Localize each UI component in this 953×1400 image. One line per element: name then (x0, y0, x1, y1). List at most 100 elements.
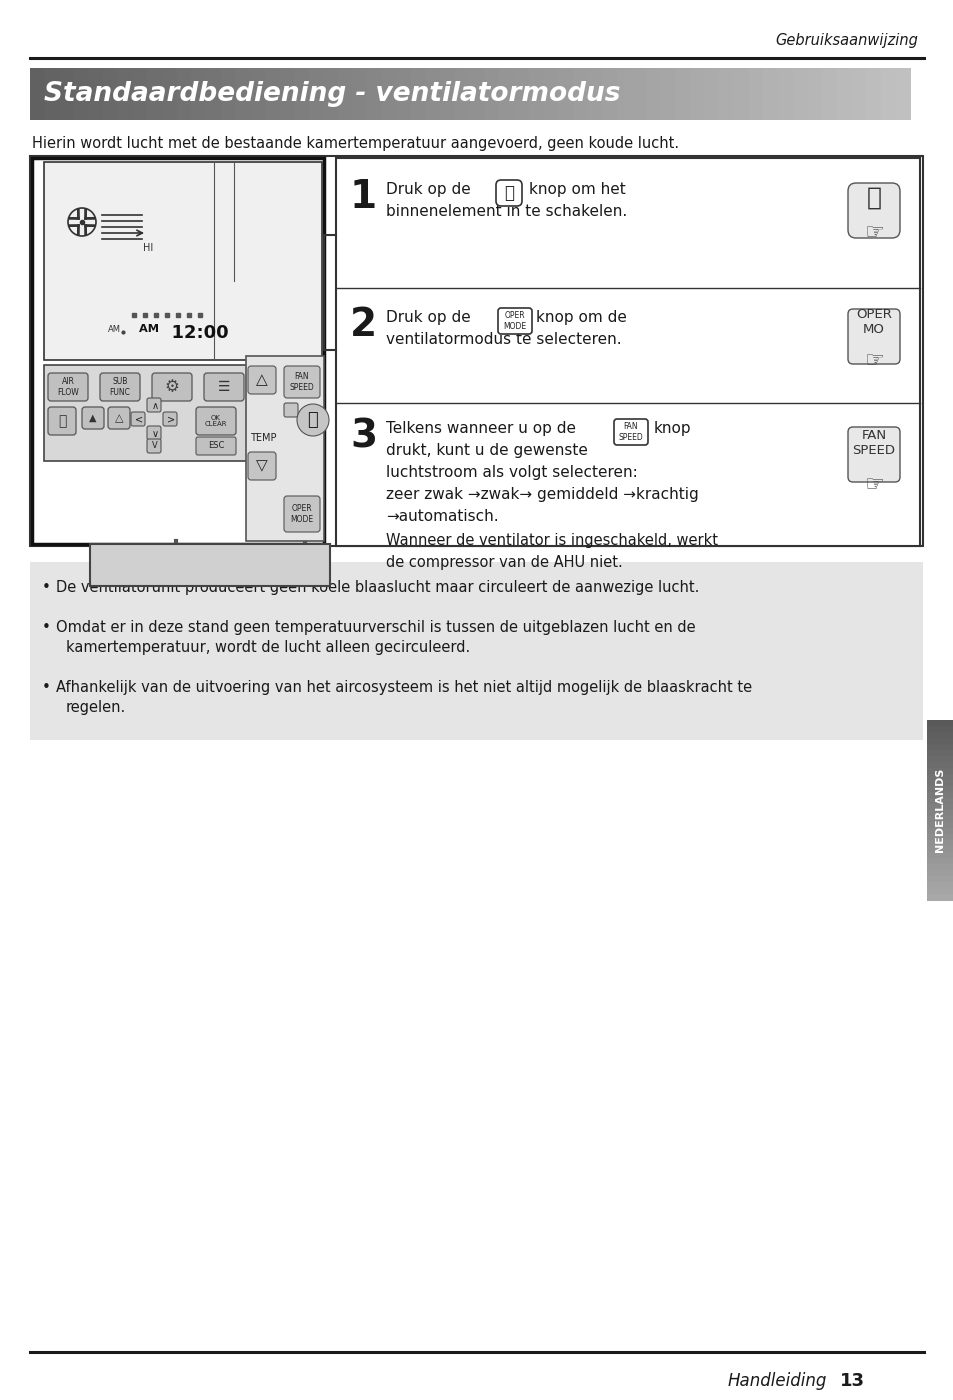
Bar (926, 756, 953, 763)
FancyBboxPatch shape (147, 426, 161, 440)
Bar (926, 846, 953, 853)
Bar (926, 827, 953, 834)
Bar (748, 69, 763, 120)
Text: ∧: ∧ (152, 400, 158, 412)
Text: >: > (167, 414, 175, 426)
Bar (470, 69, 485, 120)
Bar (32, 158, 324, 545)
Bar (587, 69, 602, 120)
Bar (733, 69, 749, 120)
Bar (543, 69, 558, 120)
Bar (192, 69, 207, 120)
Bar (926, 876, 953, 882)
Text: SUB
FUNC: SUB FUNC (110, 377, 131, 396)
Bar (926, 785, 953, 792)
Bar (147, 69, 163, 120)
Text: •: • (42, 680, 51, 694)
Text: knop: knop (654, 421, 691, 435)
Bar (323, 69, 338, 120)
Bar (926, 798, 953, 805)
Text: ⏰: ⏰ (58, 414, 66, 428)
Bar (926, 792, 953, 798)
Text: zeer zwak →zwak→ gemiddeld →krachtig: zeer zwak →zwak→ gemiddeld →krachtig (386, 487, 698, 503)
Text: ☰: ☰ (217, 379, 230, 393)
Text: de compressor van de AHU niet.: de compressor van de AHU niet. (386, 554, 622, 570)
Text: HI: HI (143, 244, 153, 253)
Bar (836, 69, 851, 120)
Bar (572, 69, 588, 120)
Bar (426, 69, 441, 120)
Bar (30, 561, 923, 741)
Bar (74, 69, 90, 120)
Text: Druk op de: Druk op de (386, 182, 470, 197)
Bar (926, 774, 953, 781)
Bar (440, 69, 456, 120)
Text: Gebruiksaanwijzing: Gebruiksaanwijzing (774, 34, 917, 48)
Bar (926, 811, 953, 816)
Bar (44, 365, 282, 461)
Bar (89, 69, 104, 120)
Bar (411, 69, 427, 120)
FancyBboxPatch shape (284, 496, 319, 532)
Bar (396, 69, 412, 120)
Text: ESC: ESC (208, 441, 224, 451)
Bar (778, 69, 793, 120)
Bar (601, 69, 617, 120)
Text: →automatisch.: →automatisch. (386, 510, 498, 524)
Text: V: V (152, 441, 157, 451)
Bar (30, 69, 46, 120)
FancyBboxPatch shape (204, 372, 244, 400)
Text: FAN
SPEED: FAN SPEED (852, 428, 895, 456)
Bar (498, 69, 515, 120)
Bar (926, 750, 953, 756)
Bar (926, 864, 953, 871)
Text: <: < (134, 414, 143, 426)
Text: ⓞ: ⓞ (865, 186, 881, 210)
Bar (103, 69, 119, 120)
Bar (865, 69, 881, 120)
Bar (719, 69, 734, 120)
FancyBboxPatch shape (147, 398, 161, 412)
Bar (294, 69, 310, 120)
FancyBboxPatch shape (163, 412, 177, 426)
Bar (926, 743, 953, 750)
Text: NEDERLANDS: NEDERLANDS (935, 767, 944, 853)
Bar (264, 69, 280, 120)
FancyBboxPatch shape (147, 440, 161, 454)
FancyBboxPatch shape (847, 309, 899, 364)
Circle shape (296, 405, 329, 435)
Text: Afhankelijk van de uitvoering van het aircosysteem is het niet altijd mogelijk d: Afhankelijk van de uitvoering van het ai… (56, 680, 751, 694)
Text: △: △ (114, 413, 123, 423)
Bar (926, 869, 953, 876)
Bar (455, 69, 471, 120)
Text: 13: 13 (840, 1372, 864, 1390)
Bar (926, 822, 953, 829)
FancyBboxPatch shape (248, 452, 275, 480)
Bar (514, 69, 529, 120)
Text: OPER
MO: OPER MO (855, 308, 891, 336)
Bar (132, 69, 148, 120)
Text: Telkens wanneer u op de: Telkens wanneer u op de (386, 421, 576, 435)
Bar (616, 69, 632, 120)
Text: 3: 3 (350, 417, 376, 455)
Text: ☞: ☞ (863, 351, 883, 371)
Bar (381, 69, 397, 120)
Text: FAN
SPEED: FAN SPEED (618, 423, 642, 442)
Text: AM: AM (108, 325, 120, 333)
Bar (176, 69, 193, 120)
FancyBboxPatch shape (195, 407, 235, 435)
Text: ⚙: ⚙ (164, 378, 179, 396)
Bar (926, 738, 953, 745)
Bar (926, 727, 953, 732)
Bar (926, 762, 953, 769)
Text: ⓞ: ⓞ (307, 412, 318, 428)
Bar (926, 882, 953, 889)
Text: ☞: ☞ (863, 223, 883, 244)
Text: knop om het: knop om het (529, 182, 625, 197)
Text: regelen.: regelen. (66, 700, 126, 715)
FancyBboxPatch shape (497, 308, 532, 335)
Text: ⓞ: ⓞ (503, 183, 514, 202)
Bar (704, 69, 720, 120)
Text: kamertemperatuur, wordt de lucht alleen gecirculeerd.: kamertemperatuur, wordt de lucht alleen … (66, 640, 470, 655)
Bar (660, 69, 676, 120)
